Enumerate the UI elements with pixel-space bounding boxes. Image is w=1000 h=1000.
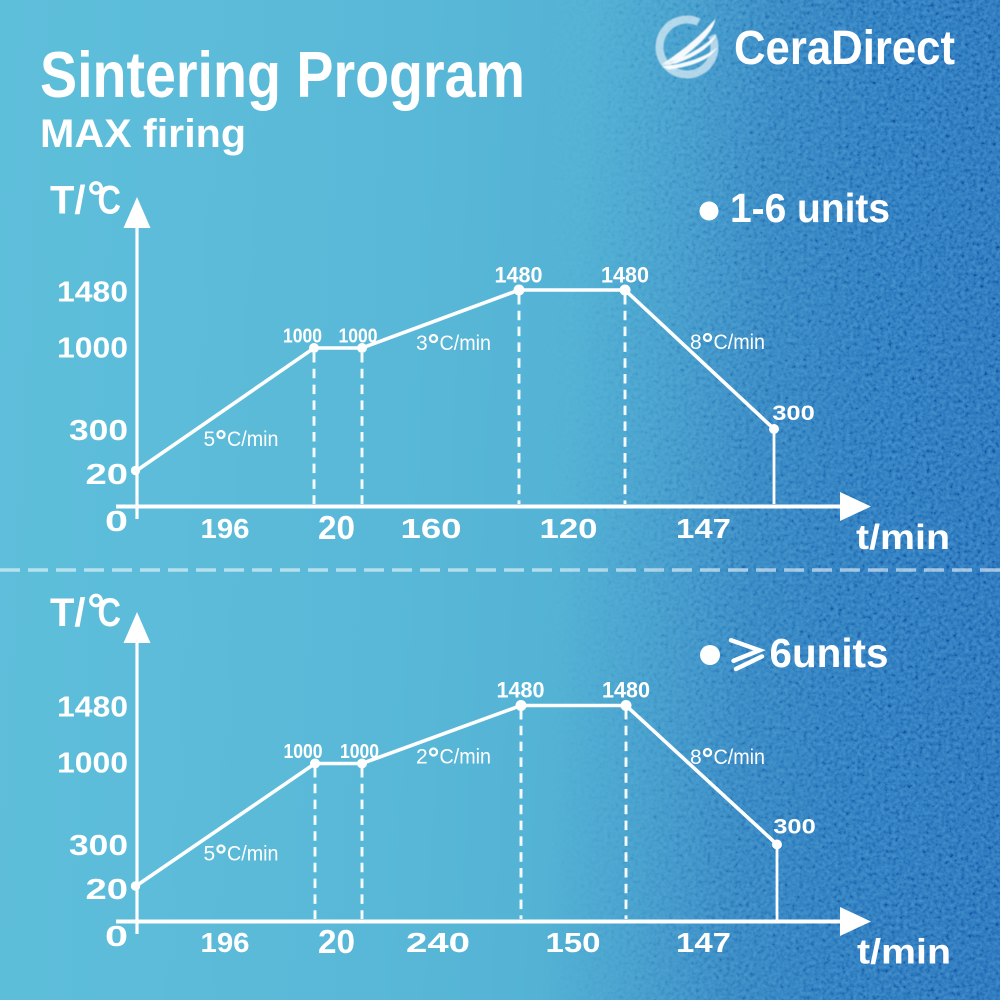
svg-text:240: 240 <box>406 927 470 958</box>
svg-text:20: 20 <box>318 923 355 960</box>
svg-text:300: 300 <box>773 816 816 839</box>
svg-text:1480: 1480 <box>601 263 649 288</box>
svg-text:C/min: C/min <box>714 331 766 354</box>
svg-text:20: 20 <box>86 459 129 491</box>
svg-text:20: 20 <box>86 874 129 906</box>
svg-text:MAX firing: MAX firing <box>40 112 246 156</box>
svg-text:2: 2 <box>416 746 428 769</box>
svg-text:300: 300 <box>772 402 815 425</box>
svg-text:8: 8 <box>690 331 702 354</box>
svg-text:C/min: C/min <box>714 746 766 769</box>
svg-text:147: 147 <box>676 513 731 544</box>
svg-text:120: 120 <box>540 513 598 544</box>
svg-text:5: 5 <box>204 843 216 866</box>
svg-text:5: 5 <box>204 428 216 451</box>
svg-text:t/min: t/min <box>856 518 950 557</box>
svg-text:8: 8 <box>690 746 702 769</box>
svg-text:300: 300 <box>69 415 128 447</box>
svg-text:1480: 1480 <box>57 277 128 309</box>
svg-text:147: 147 <box>676 927 731 958</box>
svg-text:1000: 1000 <box>284 741 323 763</box>
svg-text:1480: 1480 <box>497 678 545 703</box>
svg-text:1000: 1000 <box>340 741 379 763</box>
svg-text:T/: T/ <box>50 179 86 223</box>
svg-text:C/min: C/min <box>227 428 279 451</box>
svg-text:6units: 6units <box>770 630 889 676</box>
svg-text:1000: 1000 <box>339 326 378 348</box>
svg-text:150: 150 <box>546 927 601 958</box>
svg-text:3: 3 <box>416 332 428 355</box>
svg-text:0: 0 <box>105 506 128 538</box>
svg-text:C/min: C/min <box>440 746 492 769</box>
svg-text:C: C <box>98 591 122 635</box>
svg-text:t/min: t/min <box>857 933 951 972</box>
svg-text:1-6 units: 1-6 units <box>730 185 890 231</box>
svg-text:1000: 1000 <box>57 748 128 780</box>
svg-text:196: 196 <box>201 513 250 544</box>
svg-text:0: 0 <box>105 921 128 953</box>
svg-text:C/min: C/min <box>227 843 279 866</box>
svg-text:300: 300 <box>69 830 128 862</box>
svg-text:Sintering Program: Sintering Program <box>40 38 525 111</box>
svg-text:1000: 1000 <box>283 326 322 348</box>
svg-text:C/min: C/min <box>440 332 492 355</box>
svg-text:1480: 1480 <box>57 692 128 724</box>
svg-text:160: 160 <box>401 513 462 544</box>
svg-text:CeraDirect: CeraDirect <box>734 22 955 75</box>
svg-text:C: C <box>98 179 122 223</box>
svg-text:1480: 1480 <box>602 678 650 703</box>
svg-text:196: 196 <box>201 927 250 958</box>
svg-text:1480: 1480 <box>495 263 543 288</box>
svg-text:20: 20 <box>318 509 355 546</box>
svg-text:1000: 1000 <box>57 333 128 365</box>
svg-text:T/: T/ <box>50 591 86 635</box>
